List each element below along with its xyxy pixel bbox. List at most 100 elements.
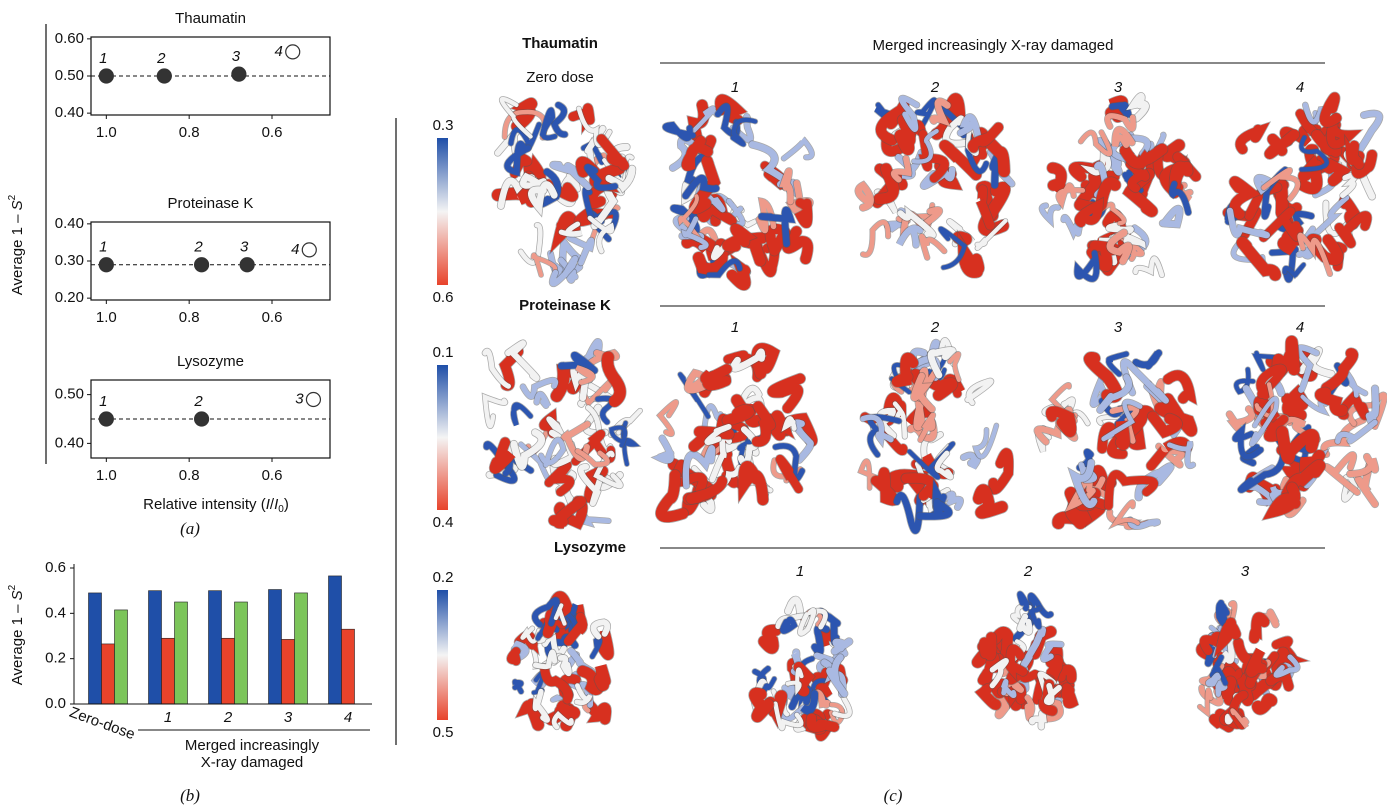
point-label: 3 [232,48,241,65]
x-tick-label: 0.6 [262,467,283,484]
ribbon [728,410,749,420]
y-axis-label: Average 1 – S2 [7,194,26,295]
ribbon [744,467,763,500]
data-point [195,258,209,272]
x-axis-label: Relative intensity (I/I0) [143,496,289,515]
ribbon [561,658,569,674]
caption: (c) [884,786,903,805]
ribbon [1343,175,1356,196]
bar [89,593,102,704]
ribbon [1027,698,1032,719]
chart-title: Thaumatin [175,10,246,27]
y-label-text: Average 1 – [9,210,26,295]
plot-frame [91,222,330,300]
data-point [99,258,113,272]
data-point [99,69,113,83]
y-tick-label: 0.0 [45,695,66,712]
ribbon [1066,688,1073,704]
dose-label: 2 [930,319,940,336]
ribbon [773,379,801,409]
bracket-label: X-ray damaged [201,754,304,771]
x-tick-label: Zero-dose [67,704,137,743]
ribbon [1348,374,1366,395]
point-label: 1 [99,50,107,67]
y-tick-label: 0.50 [55,67,84,84]
data-point [302,243,316,257]
colorbar [437,590,448,720]
bar [235,602,248,704]
data-point [286,45,300,59]
ribbon [513,405,530,425]
dose-label: 4 [1296,79,1304,96]
point-label: 2 [193,393,203,410]
y-label-sup: 2 [7,194,18,200]
row-name: Thaumatin [522,35,598,52]
y-tick-label: 0.60 [55,30,84,47]
dose-label: 4 [1296,319,1304,336]
colorbar-label: 0.5 [433,724,454,741]
y-label-text: Average 1 – [9,600,26,685]
data-point [306,393,320,407]
row-name: Lysozyme [554,539,626,556]
data-point [99,412,113,426]
ribbon [1223,623,1235,641]
bar [342,629,355,704]
x-tick-label: 1.0 [96,309,117,326]
bracket-label: Merged increasingly [185,737,320,754]
chart-title: Proteinase K [168,195,254,212]
point-label: 1 [99,239,107,256]
x-tick-label: 0.8 [179,467,200,484]
ribbon [1351,145,1359,164]
y-tick-label: 0.2 [45,650,66,667]
data-point [157,69,171,83]
dose-label: 2 [1023,563,1033,580]
x-tick-label: 1 [164,709,172,726]
y-tick-label: 0.40 [55,215,84,232]
y-tick-label: 0.50 [55,386,84,403]
ribbon [666,125,693,138]
dose-label: 1 [731,79,739,96]
ribbon [788,600,800,615]
bar [209,591,222,704]
colorbar-label: 0.1 [433,344,454,361]
data-point [195,412,209,426]
point-label: 4 [275,43,283,60]
bar [102,644,115,704]
colorbar-label: 0.3 [433,117,454,134]
ribbon [764,630,776,648]
ribbon [1339,216,1367,244]
ribbon [984,637,991,655]
ribbon [660,438,671,460]
ribbon [1116,502,1138,523]
figure: Average 1 – S2 Relative intensity (I/I0)… [0,0,1387,808]
y-label-var: S [9,590,26,600]
ribbon [511,651,516,661]
data-point [240,258,254,272]
y-tick-label: 0.30 [55,252,84,269]
x-label-part: ) [284,496,289,513]
ribbon [1153,417,1177,432]
colorbar-label: 0.2 [433,569,454,586]
y-axis-label: Average 1 – S2 [7,584,26,685]
y-tick-label: 0.6 [45,559,66,576]
dose-label: 3 [1114,79,1123,96]
y-tick-label: 0.20 [55,289,84,306]
dose-label: 1 [731,319,739,336]
y-tick-label: 0.40 [55,104,84,121]
point-label: 1 [99,393,107,410]
x-tick-label: 3 [284,709,293,726]
colorbar-label: 0.6 [433,289,454,306]
bar [295,593,308,704]
y-tick-label: 0.40 [55,434,84,451]
dose-label: 3 [1114,319,1123,336]
ribbon [784,139,812,158]
bar [222,638,235,704]
x-tick-label: 2 [223,709,233,726]
bar [115,610,128,704]
ribbon [600,666,605,685]
x-tick-label: 4 [344,709,352,726]
colorbar-label: 0.4 [433,514,454,531]
ribbon [561,706,575,714]
chart-title: Lysozyme [177,353,244,370]
page: {"figure": { "panel_a": {"ylabel": "Aver… [0,0,1387,808]
